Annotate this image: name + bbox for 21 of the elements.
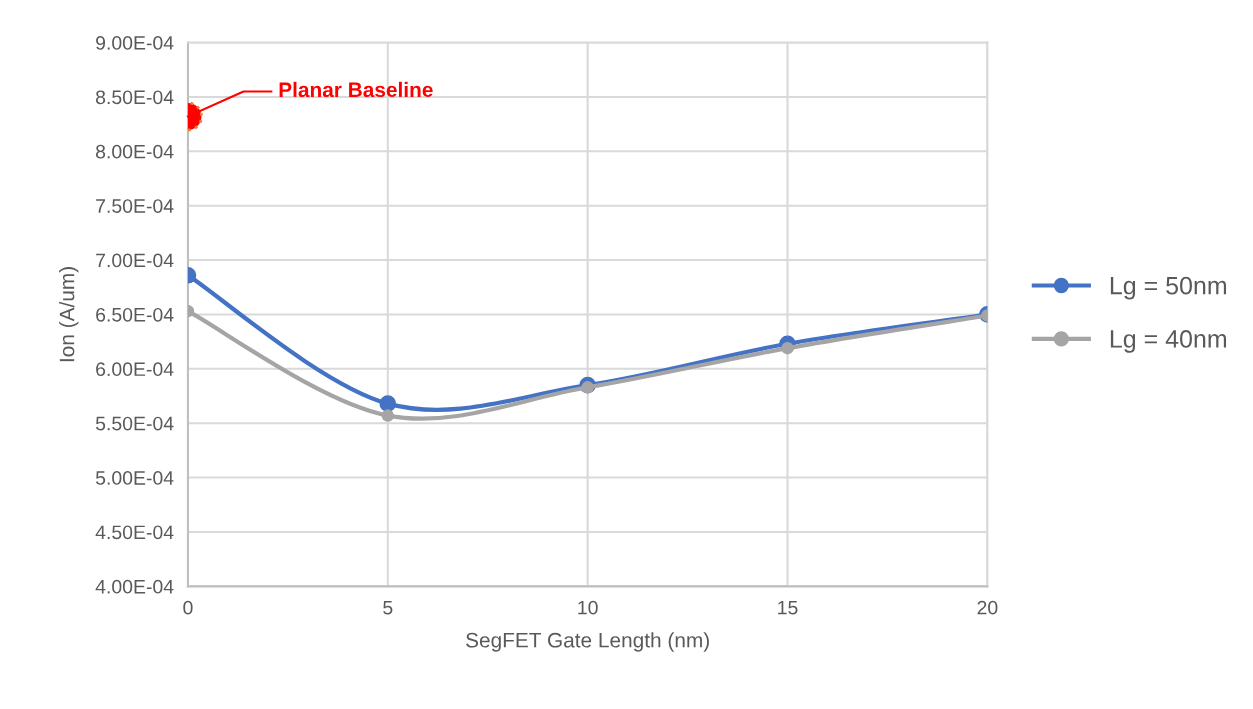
legend-label: Lg = 50nm <box>1110 276 1227 300</box>
y-tick-label: 7.00E-04 <box>96 253 174 268</box>
x-axis-title: SegFET Gate Length (nm) <box>466 632 709 652</box>
y-tick-label: 4.00E-04 <box>95 579 174 594</box>
y-tick-label: 9.00E-04 <box>96 36 174 50</box>
legend-label: Planar Baseline <box>279 81 433 98</box>
x-tick-label: 15 <box>778 600 798 615</box>
y-tick-label: 8.00E-04 <box>95 144 174 159</box>
y-tick-label: 7.50E-04 <box>96 199 174 213</box>
legend-label: Lg = 40nm <box>1110 330 1227 353</box>
y-tick-label: 5.50E-04 <box>95 416 174 431</box>
x-tick-label: 10 <box>578 600 598 615</box>
x-tick-label: 5 <box>383 600 393 615</box>
y-tick-label: 8.50E-04 <box>95 90 174 105</box>
x-tick-label: 20 <box>977 600 998 615</box>
x-tick-label: 0 <box>183 600 193 615</box>
y-tick-label: 5.00E-04 <box>95 471 174 485</box>
y-tick-label: 6.00E-04 <box>96 362 174 377</box>
y-axis-title: Ion (A/um) <box>59 267 79 362</box>
y-tick-label: 4.50E-04 <box>95 525 174 540</box>
y-tick-label: 6.50E-04 <box>96 307 174 322</box>
